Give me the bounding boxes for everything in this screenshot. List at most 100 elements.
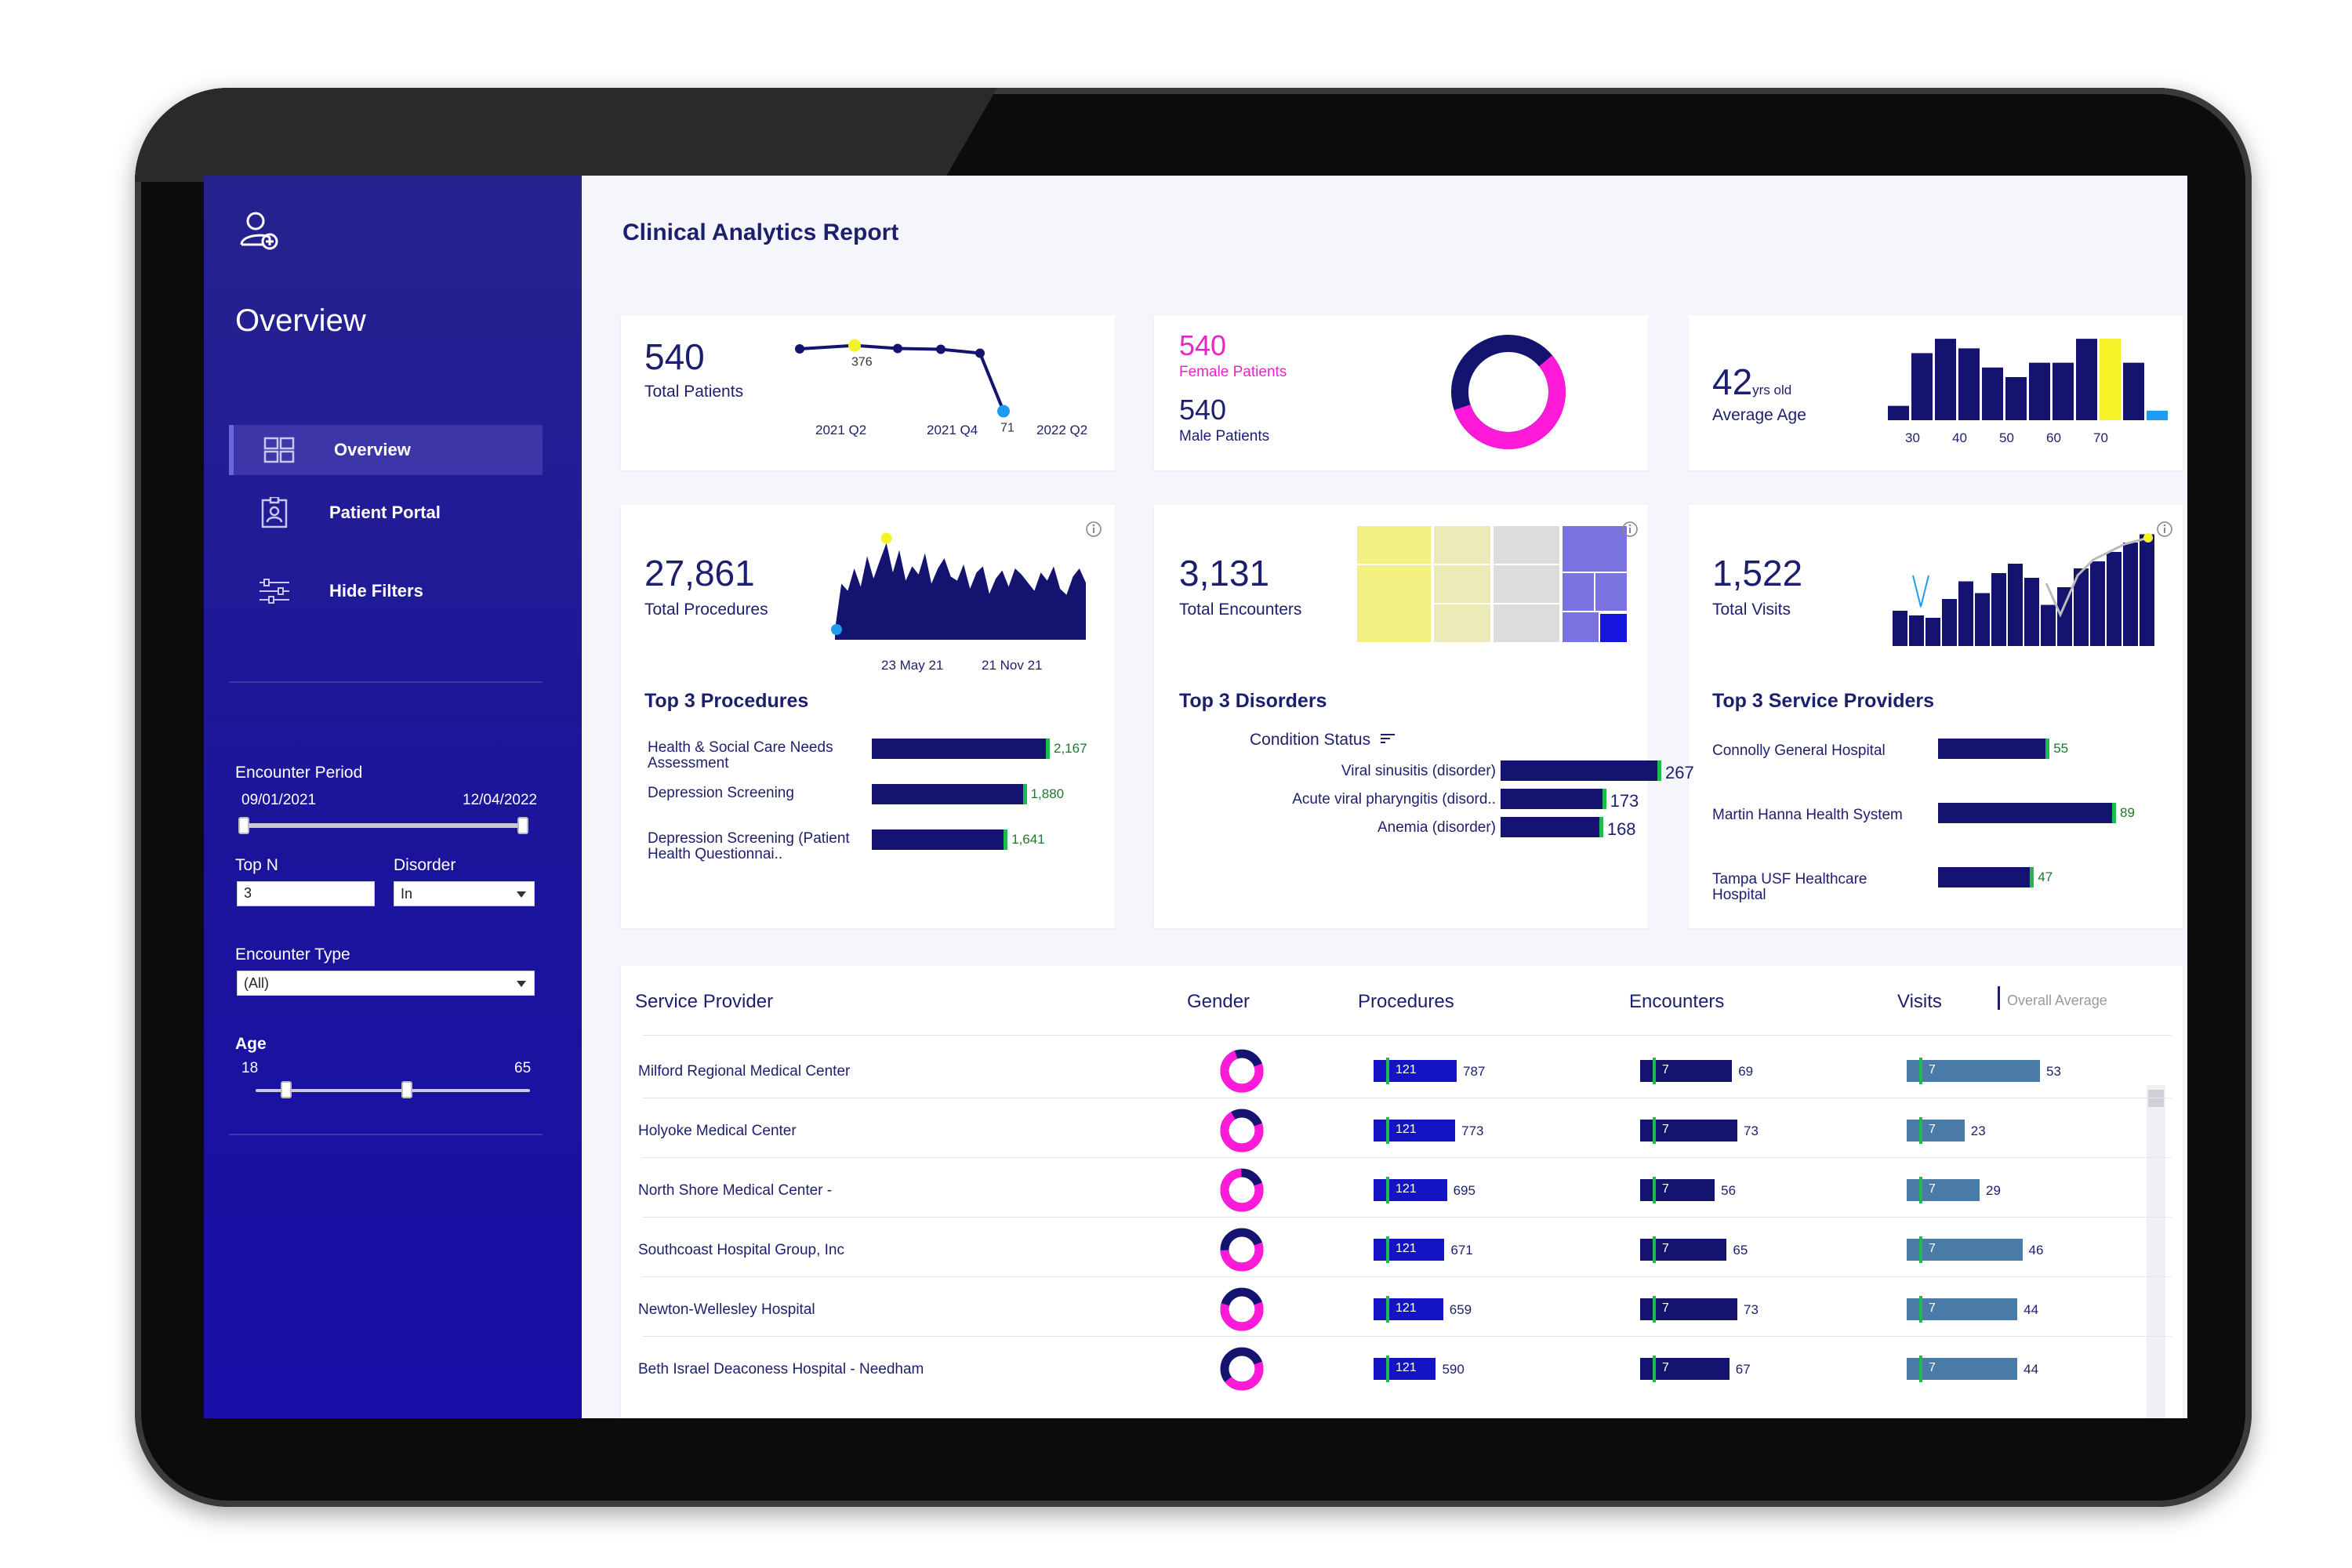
visits-bar	[2041, 604, 2056, 646]
treemap-divider	[1356, 564, 1432, 644]
sidebar-divider	[229, 1134, 543, 1135]
info-icon[interactable]	[2156, 521, 2173, 538]
average-marker	[1386, 1058, 1389, 1084]
chevron-down-icon	[517, 981, 526, 987]
treemap-divider	[1594, 572, 1628, 612]
encounter-period-slider[interactable]	[243, 823, 527, 828]
visits-trend	[2045, 536, 2149, 618]
line-point	[936, 344, 946, 354]
visits-bar	[1926, 618, 1940, 646]
scrollbar-thumb[interactable]	[2148, 1090, 2164, 1107]
average-marker	[1653, 1058, 1656, 1084]
age-slider[interactable]	[256, 1089, 530, 1092]
encounters-bar-value: 67	[1735, 1362, 1751, 1377]
average-marker	[1386, 1236, 1389, 1263]
average-value-label: 121	[1396, 1301, 1417, 1315]
age-bar	[1958, 348, 1980, 420]
procedures-bar: 121	[1374, 1356, 1436, 1382]
patients-line-chart: 376 71 2021 Q2 2021 Q4 2022 Q2	[795, 339, 1087, 437]
procedures-bar-value: 773	[1461, 1123, 1484, 1138]
info-icon[interactable]	[1085, 521, 1102, 538]
nav-label-overview: Overview	[334, 440, 411, 459]
col-header-encounters[interactable]: Encounters	[1629, 991, 1725, 1012]
disorder-select-value: In	[401, 886, 413, 902]
table-cell-provider: North Shore Medical Center -	[638, 1182, 833, 1199]
add-user-icon[interactable]	[237, 207, 282, 252]
table-scrollbar[interactable]	[2147, 1085, 2165, 1418]
point-label: 71	[1000, 421, 1014, 434]
bar-category-label: Viral sinusitis (disorder)	[1341, 763, 1496, 779]
bar-mark	[872, 784, 1023, 804]
x-tick-label: 30	[1905, 430, 1920, 445]
bar-value-label: 168	[1606, 819, 1636, 839]
line-point	[893, 343, 902, 354]
nav-item-hide-filters[interactable]: Hide Filters	[229, 566, 543, 616]
bar-category-label: Martin Hanna Health System	[1712, 807, 1903, 823]
info-icon[interactable]	[1621, 521, 1639, 538]
line-point	[848, 339, 861, 352]
average-age-label: Average Age	[1712, 406, 1806, 424]
encounter-start-date: 09/01/2021	[241, 792, 317, 808]
gender-mini-donut	[1220, 1168, 1264, 1212]
procedures-bar: 121	[1374, 1296, 1443, 1323]
age-bar	[2123, 362, 2144, 420]
procedures-bar: 121	[1374, 1177, 1447, 1203]
sidebar-divider	[229, 681, 543, 683]
top-disorders-title: Top 3 Disorders	[1179, 690, 1327, 712]
encounter-start-handle[interactable]	[238, 817, 249, 834]
bar-mark	[1938, 867, 2031, 887]
top-procedures-title: Top 3 Procedures	[644, 690, 809, 712]
bar-category-label: Depression Screening (Patient Health Que…	[648, 830, 850, 862]
visits-bar-value: 23	[1970, 1123, 1986, 1138]
visits-bar	[1958, 581, 1973, 646]
bar-category-label: Acute viral pharyngitis (disord..	[1292, 791, 1496, 808]
average-value-label: 7	[1662, 1242, 1669, 1255]
age-bar	[1935, 339, 1956, 420]
age-bar	[2029, 362, 2050, 420]
age-min-handle[interactable]	[281, 1081, 292, 1098]
top-n-input[interactable]: 3	[237, 881, 375, 906]
disorder-select[interactable]: In	[394, 881, 535, 906]
x-tick-label: 70	[2093, 430, 2108, 445]
average-marker	[1919, 1058, 1922, 1084]
procedures-bar: 121	[1374, 1236, 1445, 1263]
col-header-service-provider[interactable]: Service Provider	[635, 991, 774, 1012]
visits-bar-value: 44	[2024, 1302, 2039, 1317]
overall-average-legend: Overall Average	[2007, 993, 2107, 1008]
x-tick-label: 2021 Q4	[927, 423, 978, 437]
encounter-type-select[interactable]: (All)	[237, 971, 535, 996]
average-value-label: 7	[1929, 1301, 1936, 1315]
bar-value-label: 1,641	[1011, 832, 1045, 847]
average-value-label: 121	[1396, 1242, 1417, 1255]
nav-item-patient-portal[interactable]: Patient Portal	[229, 488, 543, 538]
visits-bar	[2107, 552, 2122, 646]
procedures-area-chart: 23 May 21 21 Nov 21	[831, 532, 1086, 673]
average-age-number: 42	[1712, 361, 1753, 402]
visits-bar-value: 46	[2028, 1243, 2044, 1258]
sidebar-title: Overview	[235, 303, 366, 338]
col-header-visits[interactable]: Visits	[1897, 991, 1942, 1012]
total-encounters-label: Total Encounters	[1179, 601, 1302, 619]
visits-bar	[2074, 568, 2089, 646]
treemap-cell	[1599, 612, 1628, 644]
encounter-end-handle[interactable]	[517, 817, 528, 834]
col-header-procedures[interactable]: Procedures	[1358, 991, 1454, 1012]
encounters-bar-value: 73	[1744, 1123, 1759, 1138]
age-max-handle[interactable]	[401, 1081, 412, 1098]
visits-bar	[2123, 543, 2138, 646]
donut-slice-female	[1220, 1109, 1264, 1152]
badge-icon	[257, 495, 292, 530]
average-marker	[1653, 1296, 1656, 1323]
encounters-treemap	[1356, 525, 1628, 644]
x-tick-label: 2021 Q2	[815, 423, 866, 437]
total-visits-value: 1,522	[1712, 553, 1803, 593]
visits-bar	[2140, 534, 2154, 646]
col-header-gender[interactable]: Gender	[1187, 991, 1250, 1012]
sort-icon[interactable]	[1380, 732, 1396, 745]
condition-status-label[interactable]: Condition Status	[1250, 731, 1396, 750]
encounters-bar: 7	[1640, 1296, 1737, 1323]
nav-item-overview[interactable]: Overview	[229, 425, 543, 475]
procedures-bar-value: 590	[1442, 1362, 1465, 1377]
visits-bar: 7	[1907, 1117, 1965, 1144]
age-bar	[2100, 339, 2121, 420]
